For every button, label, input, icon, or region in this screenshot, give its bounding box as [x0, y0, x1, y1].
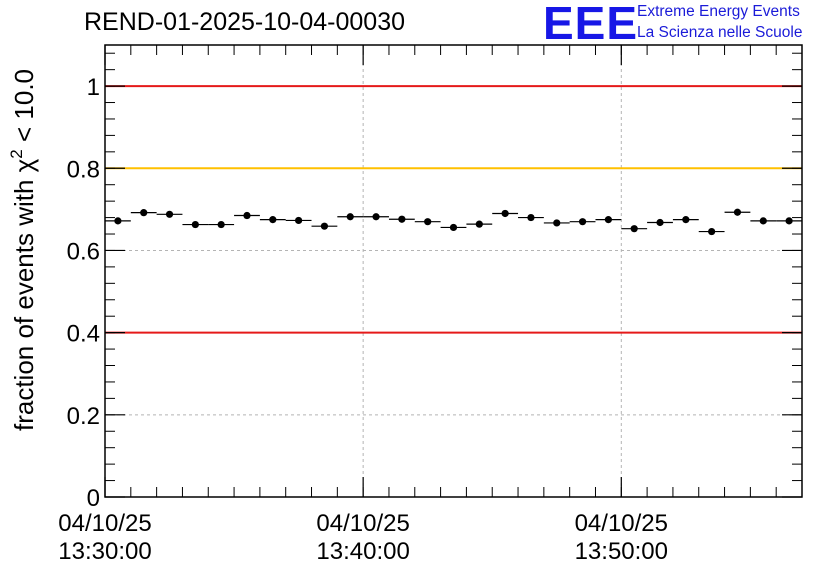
data-point	[708, 227, 716, 236]
data-point	[785, 217, 793, 225]
data-series	[105, 208, 802, 236]
plot-frame	[104, 44, 803, 498]
eee-logo-mark: EEE	[543, 0, 639, 49]
data-point	[578, 218, 587, 226]
y-tick-label: 0	[87, 485, 100, 512]
data-point	[243, 211, 251, 220]
data-point	[553, 219, 561, 227]
x-tick-date-label: 04/10/25	[316, 510, 409, 537]
x-tick-date-label: 04/10/25	[58, 510, 151, 537]
data-point	[656, 218, 664, 227]
x-tick-time-label: 13:50:00	[575, 538, 668, 565]
y-tick-label: 0.6	[67, 238, 100, 265]
chart-title: REND-01-2025-10-04-00030	[84, 8, 406, 36]
y-tick-label: 0.8	[67, 156, 100, 183]
data-point	[140, 209, 148, 217]
data-point	[759, 217, 767, 225]
x-tick-time-label: 13:40:00	[316, 538, 409, 565]
data-point	[114, 217, 122, 225]
data-point	[165, 210, 174, 218]
data-point	[269, 216, 277, 224]
data-point	[398, 215, 406, 223]
logo-line-2: La Scienza nelle Scuole	[637, 24, 803, 41]
data-point	[501, 209, 509, 218]
axis-tick-labels: 00.20.40.60.8104/10/2513:30:0004/10/2513…	[58, 74, 668, 565]
axis-ticks	[104, 45, 803, 498]
data-point	[424, 218, 432, 226]
data-point	[527, 213, 535, 222]
x-tick-time-label: 13:30:00	[58, 538, 151, 565]
x-tick-date-label: 04/10/25	[575, 510, 668, 537]
data-point	[320, 222, 329, 230]
data-point	[682, 216, 690, 224]
y-tick-label: 1	[87, 74, 100, 101]
reference-lines	[105, 85, 802, 334]
y-tick-label: 0.2	[67, 403, 100, 430]
data-point	[733, 208, 742, 216]
data-point	[217, 220, 225, 229]
grid-layer	[105, 45, 802, 497]
logo-line-1: Extreme Energy Events	[637, 3, 800, 20]
data-point	[475, 220, 483, 228]
data-point	[630, 225, 638, 233]
y-axis-label: fraction of events with χ2 < 10.0	[7, 69, 39, 431]
data-point	[295, 216, 303, 225]
data-point	[191, 220, 199, 229]
data-point	[449, 223, 458, 232]
data-point	[604, 216, 612, 224]
data-point	[372, 213, 380, 221]
y-tick-label: 0.4	[67, 321, 100, 348]
data-point	[346, 213, 354, 221]
